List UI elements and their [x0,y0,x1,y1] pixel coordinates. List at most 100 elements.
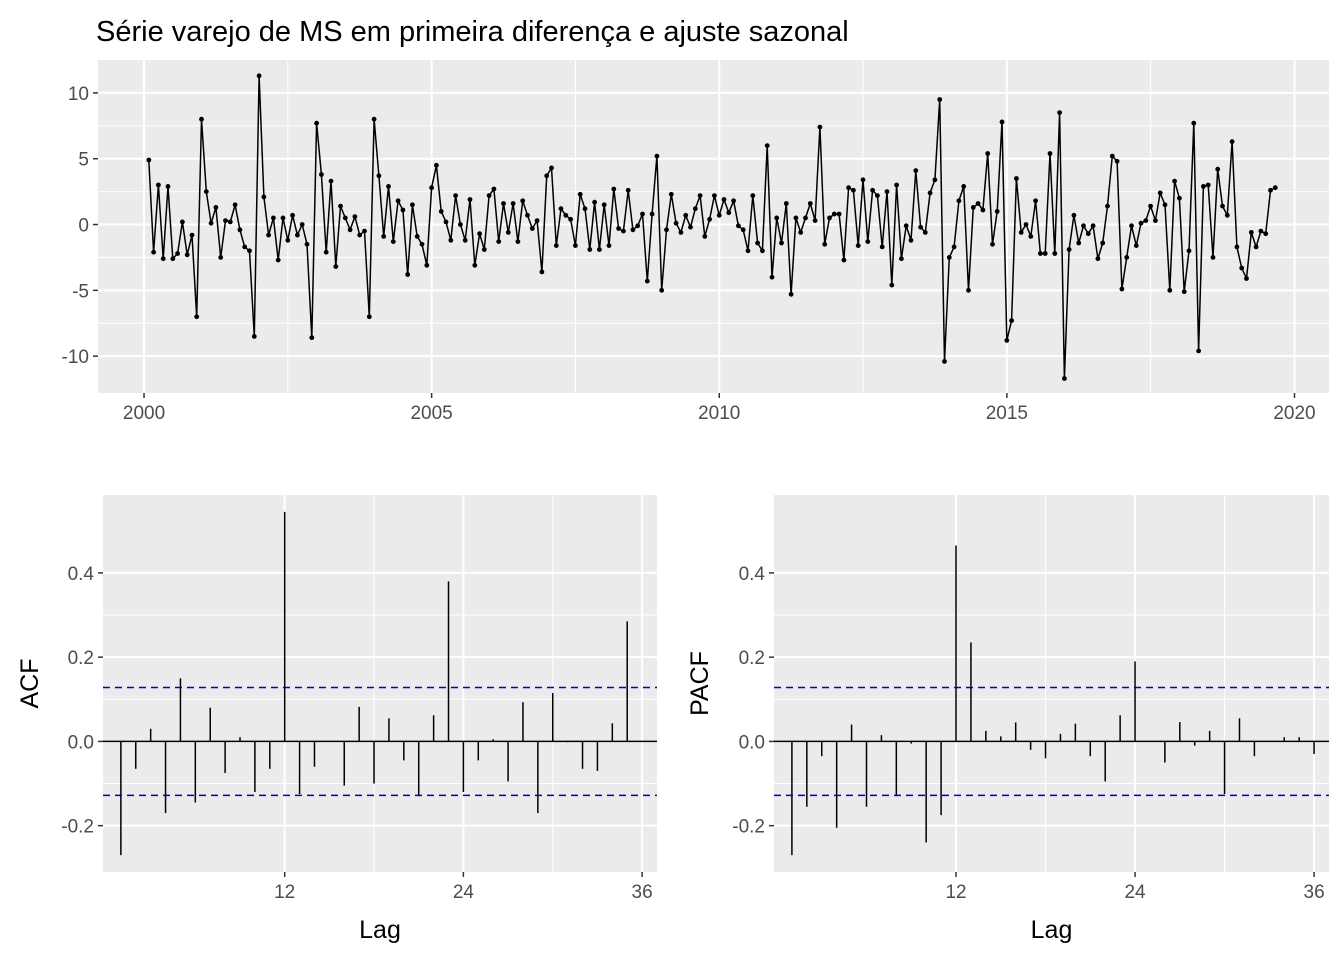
series-point [611,186,617,192]
series-point [1157,190,1163,196]
series-x-tick-label: 2015 [986,403,1028,424]
series-point [664,227,669,233]
series-point [347,227,353,233]
series-point [1215,166,1221,172]
series-point [1148,203,1153,209]
series-point [352,214,358,220]
series-point [1023,222,1029,227]
series-point [846,185,851,191]
series-point [501,201,506,206]
series-point [529,226,535,231]
series-point [256,73,262,79]
series-point [376,173,382,179]
series-point [453,193,458,199]
series-point [817,124,823,130]
series-point [472,262,478,268]
series-point [1167,287,1173,293]
series-point [338,203,343,209]
series-x-tick-label: 2010 [698,403,740,424]
series-point [630,227,636,233]
series-point [1253,244,1259,250]
acf-plot: -0.2 0.0 0.2 0.4 12 24 36 Lag ACF [16,495,657,944]
series-point [740,227,746,233]
series-point [429,185,434,191]
series-point [601,202,607,208]
series-point [419,241,425,247]
series-point [1062,376,1067,381]
series-point [822,241,828,247]
pacf-x-axis-title: Lag [1031,916,1073,944]
series-point [836,211,842,217]
series-point [1205,182,1211,188]
series-point [242,244,248,250]
series-point [755,240,760,246]
series-point [659,287,665,293]
series-point [942,359,947,364]
acf-y-tick-label: -0.2 [61,817,94,838]
series-point [424,262,430,268]
series-point [496,239,502,245]
series-point [812,218,818,224]
series-point [827,215,832,221]
series-y-tick-label: -10 [62,347,89,368]
series-y-tick-label: 0 [78,216,89,237]
series-point [707,216,712,222]
series-point [783,201,789,206]
series-point [448,237,454,243]
series-point [865,239,871,245]
series-point [1052,251,1058,256]
acf-y-tick-label: 0.2 [68,648,94,669]
series-point [961,184,967,189]
series-point [395,198,401,204]
series-point [290,212,295,218]
series-point [1272,185,1278,191]
series-point [213,205,219,210]
series-point [414,234,420,239]
series-point [280,215,286,221]
series-point [994,209,1000,214]
pacf-x-tick-label: 24 [1124,882,1146,903]
series-point [1076,240,1082,246]
series-point [1081,223,1086,229]
series-point [1177,195,1182,201]
series-point [314,120,319,126]
series-point [668,191,674,197]
series-point [922,230,928,235]
series-point [1143,218,1149,224]
series-point [688,224,693,230]
series-point [1095,256,1101,262]
series-point [1047,151,1053,156]
series-point [899,256,904,262]
series-point [606,243,612,249]
series-point [170,256,176,262]
series-point [1085,231,1091,237]
series-point [1191,120,1197,126]
series-point [1119,286,1125,292]
series-point [534,218,540,224]
series-point [573,243,578,249]
series-point [505,230,511,235]
series-point [146,157,152,163]
series-point [510,201,516,206]
series-point [390,239,396,245]
series-y-tick-label: 5 [78,150,89,171]
series-point [1263,231,1269,237]
series-point [319,172,324,177]
series-point [726,210,732,216]
series-point [366,314,372,320]
series-point [956,198,962,204]
series-point [180,219,185,225]
series-point [855,243,861,249]
series-point [189,232,195,238]
series-point [481,247,487,252]
series-point [1105,203,1110,209]
series-point [247,248,252,254]
series-point [908,237,914,243]
series-point [975,201,981,206]
acf-y-axis-title: ACF [16,659,44,709]
series-point [985,151,991,156]
series-point [299,222,305,227]
series-point [745,248,751,254]
series-point [1181,289,1187,295]
series-point [357,232,363,238]
